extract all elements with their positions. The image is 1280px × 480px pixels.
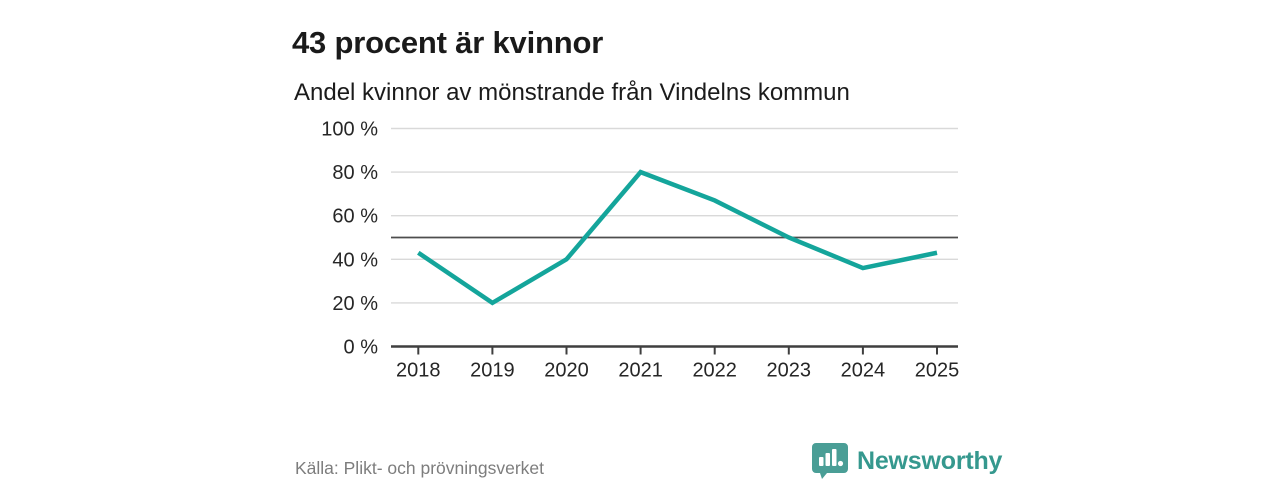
- y-tick-label: 0 %: [344, 337, 379, 359]
- chart-title: 43 procent är kvinnor: [292, 24, 604, 60]
- bar-short: [819, 457, 824, 466]
- y-tick-label: 80 %: [332, 162, 378, 184]
- x-tick-label: 2018: [396, 360, 441, 382]
- chart-subtitle: Andel kvinnor av mönstrande från Vindeln…: [294, 79, 850, 106]
- y-tick-label: 40 %: [332, 249, 378, 271]
- x-tick-label: 2024: [841, 360, 886, 382]
- y-tick-label: 100 %: [321, 119, 378, 141]
- y-tick-label: 60 %: [332, 206, 378, 228]
- x-tick-label: 2019: [470, 360, 515, 382]
- y-tick-label: 20 %: [332, 293, 378, 315]
- x-tick-label: 2022: [692, 360, 737, 382]
- line-chart: 2018 2019 2020 2021 2022 2023 2024 2025 0 % 20 % 4…: [321, 119, 960, 382]
- data-line: [417, 169, 938, 306]
- bar-tall: [832, 449, 837, 466]
- bar-medium: [825, 453, 830, 466]
- newsworthy-logo: Newsworthy: [812, 442, 1002, 480]
- newsworthy-bar-chart-icon: [812, 443, 848, 479]
- x-tick-label: 2021: [618, 360, 663, 382]
- x-tick-label: 2025: [915, 360, 960, 382]
- exclamation-dot: [837, 460, 844, 467]
- x-tick-label: 2020: [544, 360, 589, 382]
- brand-name: Newsworthy: [857, 446, 1003, 475]
- source-note: Källa: Plikt- och prövningsverket: [295, 458, 544, 478]
- x-tick-label: 2023: [767, 360, 812, 382]
